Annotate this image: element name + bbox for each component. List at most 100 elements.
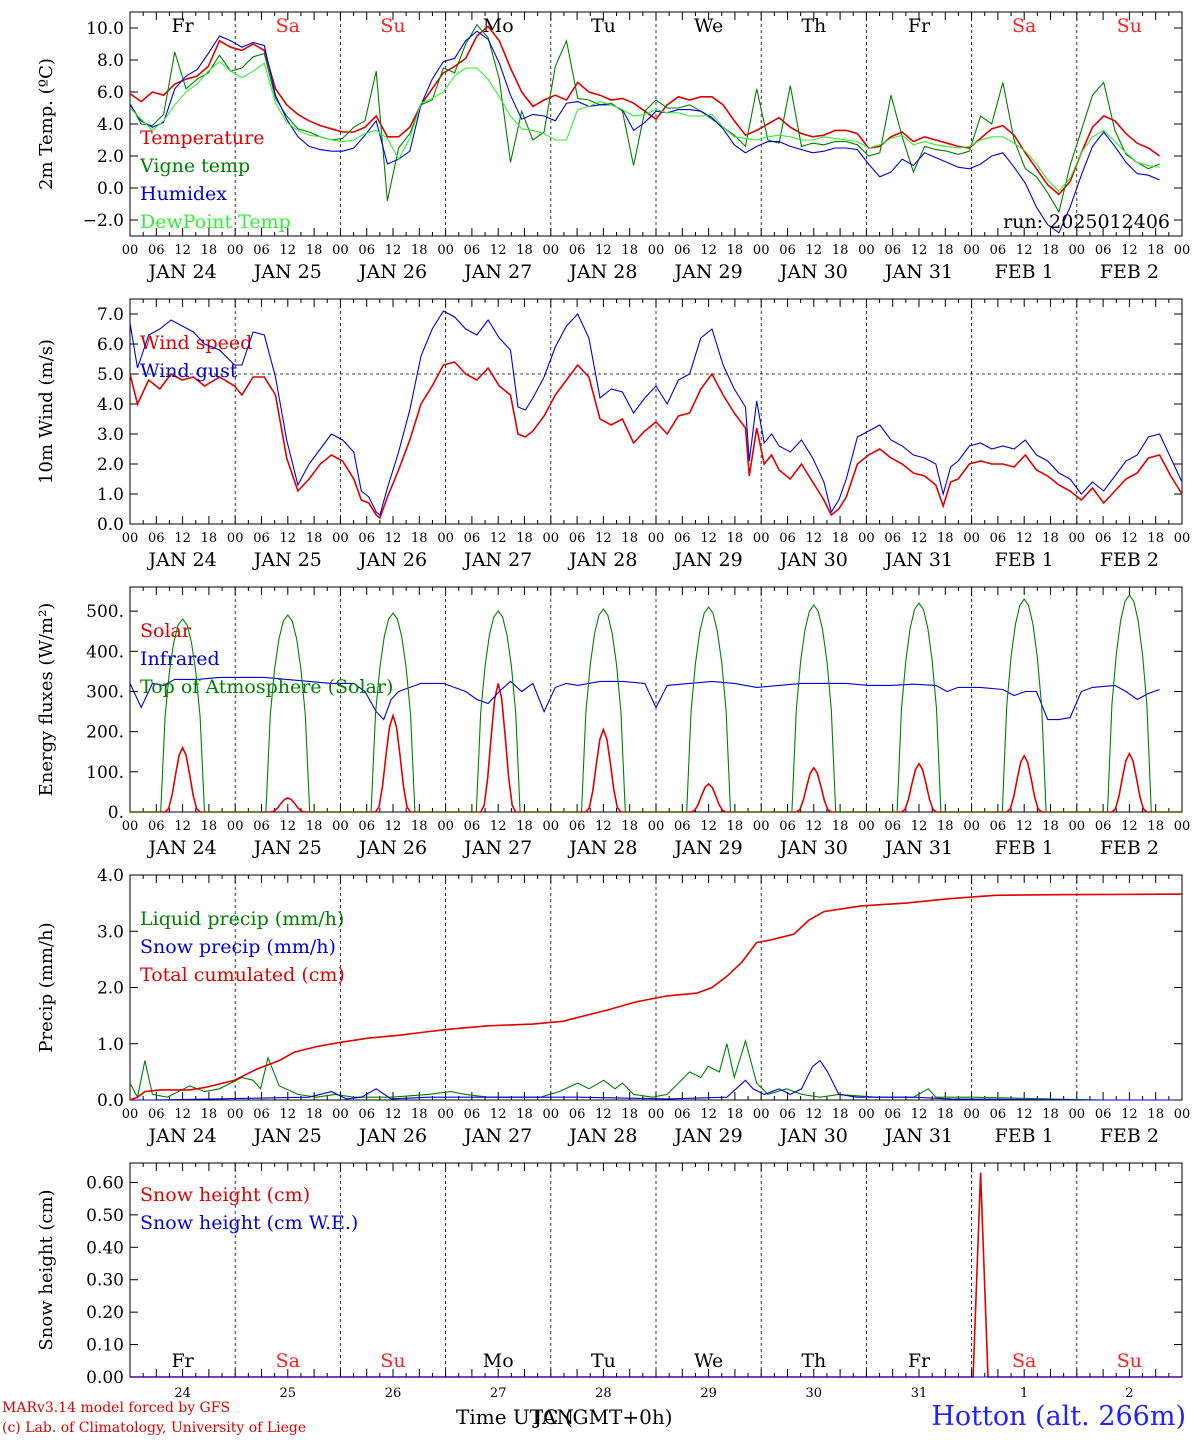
hour-label: 18 [201,531,218,546]
hour-label: 18 [727,531,744,546]
legend-entry: Vigne temp [139,155,250,177]
hour-label: 06 [884,243,901,258]
series-line-temperature [129,25,1161,196]
day-number: 30 [806,1386,823,1401]
date-label: FEB 1 [995,549,1054,571]
date-label: FEB 1 [995,837,1054,859]
hour-label: 12 [174,819,191,834]
hour-label: 12 [700,243,717,258]
date-label: JAN 25 [252,837,322,859]
hour-label: 06 [674,1107,691,1122]
hour-label: 06 [674,243,691,258]
series-line-top-of-atmosphere-solar- [130,594,1182,813]
hour-label: 12 [1121,819,1138,834]
hour-label: 00 [753,531,770,546]
hour-label: 00 [753,1107,770,1122]
weekday-label: Sa [276,15,300,37]
hour-label: 12 [490,819,507,834]
date-label: JAN 30 [778,261,848,283]
series-line-vigne-temp [129,23,1160,214]
hour-label: 06 [464,531,481,546]
y-tick-label: 4.0 [97,395,124,415]
hour-label: 18 [1147,819,1164,834]
hour-label: 18 [832,1107,849,1122]
hour-label: 12 [700,531,717,546]
hour-label: 00 [858,819,875,834]
hour-label: 00 [858,531,875,546]
hour-label: 00 [753,243,770,258]
y-tick-label: 0.0 [97,515,124,535]
date-label: FEB 2 [1100,261,1159,283]
y-tick-label: 3.0 [97,922,124,942]
model-credit: MARv3.14 model forced by GFS [2,1400,231,1416]
weekday-label: Mo [483,1350,514,1372]
hour-label: 18 [411,819,428,834]
hour-label: 18 [727,819,744,834]
hour-label: 12 [595,819,612,834]
y-axis-label: 10m Wind (m/s) [36,339,57,484]
hour-label: 12 [806,1107,823,1122]
y-tick-label: 4.0 [97,115,124,135]
y-tick-label: 100. [86,763,124,783]
date-label: JAN 31 [883,1125,953,1147]
hour-label: 06 [253,243,270,258]
y-tick-label: 4.0 [97,866,124,886]
date-label: JAN 29 [673,837,743,859]
legend-entry: Wind speed [140,332,252,354]
date-label: JAN 24 [147,837,217,859]
hour-label: 00 [227,243,244,258]
hour-label: 06 [779,531,796,546]
hour-label: 12 [806,819,823,834]
weekday-label: Su [1117,15,1142,37]
hour-label: 18 [411,243,428,258]
hour-label: 18 [1042,243,1059,258]
y-tick-label: 2.0 [97,147,124,167]
hour-label: 18 [727,1107,744,1122]
date-label: FEB 1 [995,261,1054,283]
hour-label: 12 [1121,531,1138,546]
weekday-label: Tu [591,15,616,37]
hour-label: 12 [595,243,612,258]
hour-label: 12 [911,531,928,546]
hour-label: 18 [411,531,428,546]
hour-label: 12 [385,531,402,546]
hour-label: 00 [543,243,560,258]
x-axis-title: Time UTC (GMT+0h) JAN [456,1405,673,1429]
hour-label: 18 [937,243,954,258]
hour-label: 18 [621,243,638,258]
hour-label: 00 [963,819,980,834]
hour-label: 12 [174,1107,191,1122]
hour-label: 00 [753,819,770,834]
hour-label: 00 [1069,531,1086,546]
y-tick-label: 0.60 [86,1173,124,1193]
series-line-wind-speed [129,361,1183,520]
hour-label: 12 [806,531,823,546]
hour-label: 00 [1069,1107,1086,1122]
date-label: JAN 27 [462,261,532,283]
legend-entry: Temperature [140,127,264,149]
hour-label: 18 [516,243,533,258]
hour-label: 06 [253,1107,270,1122]
hour-label: 12 [700,1107,717,1122]
hour-label: 06 [1095,243,1112,258]
plot-frame [129,298,1183,525]
plot-frame [129,586,1183,813]
hour-label: 12 [1016,531,1033,546]
date-label: JAN 29 [673,261,743,283]
series-line-dewpoint-temp [129,60,1160,193]
hour-label: 12 [911,1107,928,1122]
y-tick-label: 0.10 [86,1336,124,1356]
y-tick-label: 0.40 [86,1238,124,1258]
hour-label: 00 [227,531,244,546]
date-label: FEB 1 [995,1125,1054,1147]
date-label: JAN 30 [778,837,848,859]
hour-label: 12 [385,1107,402,1122]
y-tick-label: 8.0 [97,51,124,71]
date-label: JAN 24 [147,1125,217,1147]
hour-label: 12 [490,531,507,546]
hour-label: 12 [1016,243,1033,258]
hour-label: 18 [201,243,218,258]
panel-4: 0.0 1.0 2.0 3.0 4.0 Precip (mm/h) 00 06 12 18 JAN … [36,866,1190,1147]
hour-label: 00 [963,1107,980,1122]
hour-label: 18 [937,819,954,834]
